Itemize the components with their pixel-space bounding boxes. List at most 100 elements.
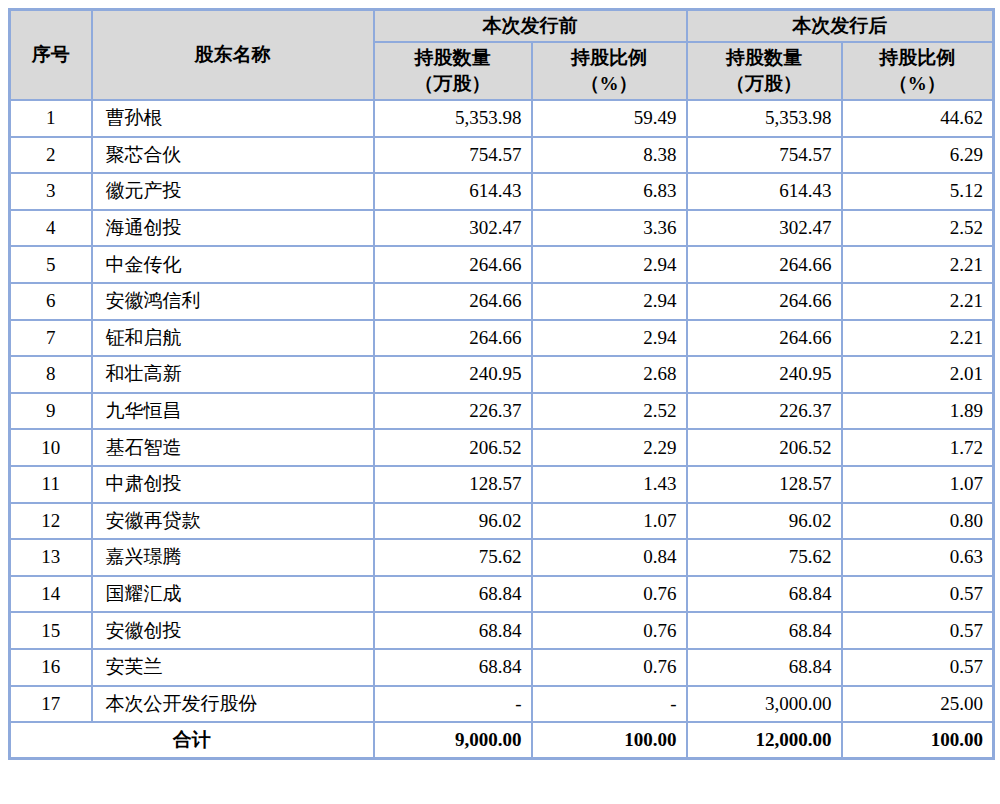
pct-before-value: 2.94 xyxy=(532,320,687,357)
table-row: 11 中肃创投 128.57 1.43 128.57 1.07 xyxy=(10,466,994,503)
pct-before-value: 8.38 xyxy=(532,137,687,174)
row-serial-no: 7 xyxy=(10,320,92,357)
pct-before-value: 3.36 xyxy=(532,210,687,247)
row-serial-no: 15 xyxy=(10,612,92,649)
pct-before-value: 2.94 xyxy=(532,246,687,283)
table-row: 8 和壮高新 240.95 2.68 240.95 2.01 xyxy=(10,356,994,393)
qty-before-value: - xyxy=(374,686,532,723)
qty-before-value: 68.84 xyxy=(374,612,532,649)
shareholder-name: 徽元产投 xyxy=(92,173,374,210)
shareholder-name: 嘉兴璟腾 xyxy=(92,539,374,576)
pct-after-value: 0.57 xyxy=(842,576,994,613)
qty-before-value: 96.02 xyxy=(374,503,532,540)
total-label: 合计 xyxy=(10,722,374,759)
row-serial-no: 10 xyxy=(10,429,92,466)
row-serial-no: 5 xyxy=(10,246,92,283)
pct-before-value: 0.76 xyxy=(532,576,687,613)
qty-before-value: 5,353.98 xyxy=(374,100,532,137)
row-serial-no: 12 xyxy=(10,503,92,540)
pct-after-value: 44.62 xyxy=(842,100,994,137)
qty-before-value: 128.57 xyxy=(374,466,532,503)
pct-before-value: 0.84 xyxy=(532,539,687,576)
table-row: 9 九华恒昌 226.37 2.52 226.37 1.89 xyxy=(10,393,994,430)
pct-before-value: - xyxy=(532,686,687,723)
row-serial-no: 4 xyxy=(10,210,92,247)
pct-after-value: 2.21 xyxy=(842,320,994,357)
header-qty-unit: （万股） xyxy=(377,71,529,97)
pct-after-value: 2.52 xyxy=(842,210,994,247)
pct-after-value: 6.29 xyxy=(842,137,994,174)
shareholder-name: 中金传化 xyxy=(92,246,374,283)
total-qty-after: 12,000.00 xyxy=(687,722,842,759)
qty-after-value: 614.43 xyxy=(687,173,842,210)
document-page: 序号 股东名称 本次发行前 本次发行后 持股数量 （万股） 持股比例 （%） 持… xyxy=(0,0,1000,804)
row-serial-no: 3 xyxy=(10,173,92,210)
qty-after-value: 264.66 xyxy=(687,283,842,320)
table-row: 2 聚芯合伙 754.57 8.38 754.57 6.29 xyxy=(10,137,994,174)
qty-before-value: 302.47 xyxy=(374,210,532,247)
qty-before-value: 264.66 xyxy=(374,283,532,320)
shareholder-name: 聚芯合伙 xyxy=(92,137,374,174)
pct-after-value: 0.63 xyxy=(842,539,994,576)
pct-after-value: 2.21 xyxy=(842,246,994,283)
shareholder-name: 本次公开发行股份 xyxy=(92,686,374,723)
pct-after-value: 1.89 xyxy=(842,393,994,430)
header-serial-no: 序号 xyxy=(10,10,92,101)
pct-after-value: 2.21 xyxy=(842,283,994,320)
pct-before-value: 2.94 xyxy=(532,283,687,320)
qty-after-value: 206.52 xyxy=(687,429,842,466)
table-row: 15 安徽创投 68.84 0.76 68.84 0.57 xyxy=(10,612,994,649)
qty-before-value: 614.43 xyxy=(374,173,532,210)
table-row: 10 基石智造 206.52 2.29 206.52 1.72 xyxy=(10,429,994,466)
shareholder-name: 安徽鸿信利 xyxy=(92,283,374,320)
qty-before-value: 264.66 xyxy=(374,320,532,357)
pct-after-value: 0.57 xyxy=(842,612,994,649)
row-serial-no: 17 xyxy=(10,686,92,723)
shareholder-name: 安徽再贷款 xyxy=(92,503,374,540)
qty-after-value: 68.84 xyxy=(687,612,842,649)
header-qty-unit: （万股） xyxy=(690,71,839,97)
header-shareholder-name: 股东名称 xyxy=(92,10,374,101)
table-row: 14 国耀汇成 68.84 0.76 68.84 0.57 xyxy=(10,576,994,613)
qty-after-value: 128.57 xyxy=(687,466,842,503)
pct-after-value: 25.00 xyxy=(842,686,994,723)
pct-before-value: 1.07 xyxy=(532,503,687,540)
header-qty-after: 持股数量 （万股） xyxy=(687,42,842,100)
header-pct-unit: （%） xyxy=(845,71,991,97)
qty-before-value: 68.84 xyxy=(374,649,532,686)
table-row: 3 徽元产投 614.43 6.83 614.43 5.12 xyxy=(10,173,994,210)
row-serial-no: 9 xyxy=(10,393,92,430)
row-serial-no: 13 xyxy=(10,539,92,576)
qty-after-value: 68.84 xyxy=(687,649,842,686)
table-body: 1 曹孙根 5,353.98 59.49 5,353.98 44.62 2 聚芯… xyxy=(10,100,994,722)
row-serial-no: 6 xyxy=(10,283,92,320)
pct-after-value: 2.01 xyxy=(842,356,994,393)
header-group-before-issuance: 本次发行前 xyxy=(374,10,687,43)
table-row: 17 本次公开发行股份 - - 3,000.00 25.00 xyxy=(10,686,994,723)
qty-before-value: 68.84 xyxy=(374,576,532,613)
header-pct-label: 持股比例 xyxy=(845,45,991,71)
table-row: 5 中金传化 264.66 2.94 264.66 2.21 xyxy=(10,246,994,283)
pct-before-value: 0.76 xyxy=(532,612,687,649)
shareholder-name: 曹孙根 xyxy=(92,100,374,137)
table-row: 4 海通创投 302.47 3.36 302.47 2.52 xyxy=(10,210,994,247)
row-serial-no: 1 xyxy=(10,100,92,137)
qty-before-value: 75.62 xyxy=(374,539,532,576)
qty-after-value: 5,353.98 xyxy=(687,100,842,137)
pct-before-value: 0.76 xyxy=(532,649,687,686)
row-serial-no: 2 xyxy=(10,137,92,174)
pct-before-value: 2.68 xyxy=(532,356,687,393)
row-serial-no: 11 xyxy=(10,466,92,503)
shareholder-name: 钲和启航 xyxy=(92,320,374,357)
shareholder-name: 海通创投 xyxy=(92,210,374,247)
shareholder-name: 九华恒昌 xyxy=(92,393,374,430)
qty-after-value: 240.95 xyxy=(687,356,842,393)
header-qty-label: 持股数量 xyxy=(690,45,839,71)
qty-after-value: 754.57 xyxy=(687,137,842,174)
qty-after-value: 3,000.00 xyxy=(687,686,842,723)
header-qty-label: 持股数量 xyxy=(377,45,529,71)
qty-after-value: 68.84 xyxy=(687,576,842,613)
header-pct-unit: （%） xyxy=(535,71,684,97)
table-row: 1 曹孙根 5,353.98 59.49 5,353.98 44.62 xyxy=(10,100,994,137)
header-group-row: 序号 股东名称 本次发行前 本次发行后 xyxy=(10,10,994,43)
